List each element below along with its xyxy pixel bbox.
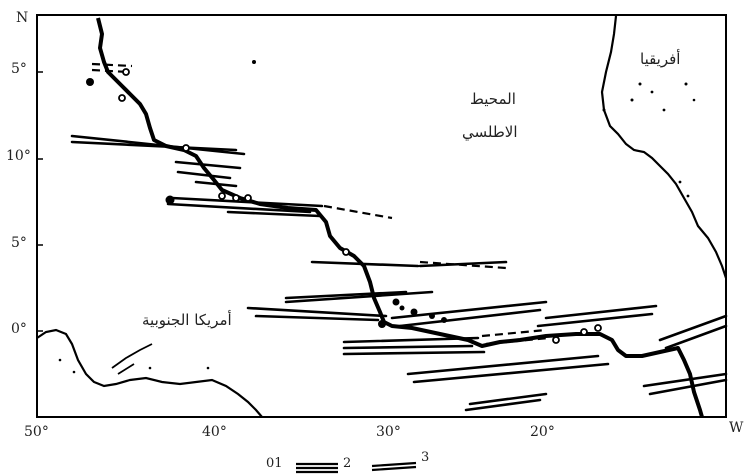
africa-label: أفريقيا [640,50,681,68]
lon-label-30: 30° [376,424,401,440]
west-label: W [729,420,744,436]
lat-label-0: 0° [11,321,27,337]
ocean-label-line2: الاطلسي [462,123,518,141]
transform-faults [70,134,728,412]
mid-atlantic-ridge [96,17,704,418]
legend-item-3: 3 [421,450,430,465]
lat-label-5-upper: 5° [11,61,27,77]
amazon-river-mouth [111,343,153,375]
lon-label-40: 40° [202,424,227,440]
dashed-faults [91,62,549,346]
africa-coastline [600,15,728,279]
south-america-label: أمريكا الجنوبية [142,311,232,329]
legend-symbols [296,461,417,474]
legend-item-1: 01 [266,456,283,471]
lat-ticks [37,71,43,332]
map-frame [36,14,727,418]
south-america-coastline [36,328,263,418]
ocean-label-line1: المحيط [470,90,516,108]
lon-label-50: 50° [24,424,49,440]
seismic-dots [86,60,606,328]
lat-label-10: 10° [6,148,31,164]
south-america-dots [58,358,210,374]
north-label: N [16,10,29,26]
lon-label-20: 20° [530,424,555,440]
africa-islands [630,82,696,198]
lat-label-5-lower: 5° [11,235,27,251]
legend-item-2: 2 [343,456,352,471]
ridge-beads [118,68,602,344]
